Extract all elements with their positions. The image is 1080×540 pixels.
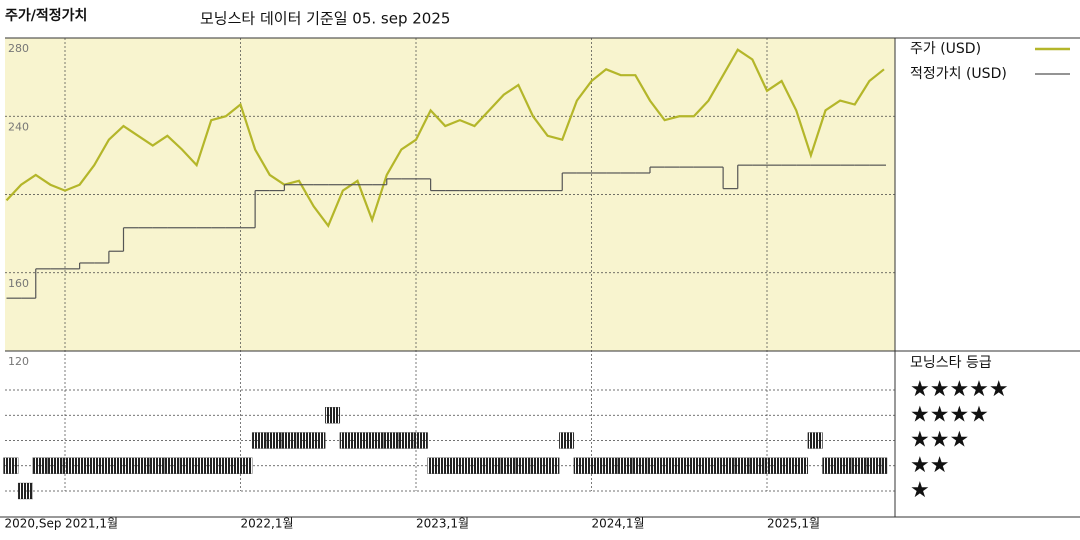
rating-bar	[456, 457, 472, 474]
x-tick-label: 2023,1월	[416, 517, 469, 531]
subtitle: 모닝스타 데이터 기준일 05. sep 2025	[200, 10, 450, 28]
legend-label: 적정가치 (USD)	[910, 66, 1007, 82]
rating-bar	[164, 457, 180, 474]
rating-bar	[602, 457, 618, 474]
rating-bar	[17, 482, 33, 500]
rating-bar	[778, 457, 794, 474]
rating-bar	[500, 457, 516, 474]
rating-bar	[880, 457, 888, 474]
rating-bar	[310, 432, 326, 449]
rating-bar	[222, 457, 238, 474]
y-tick-label: 160	[8, 277, 29, 290]
rating-bar	[32, 457, 48, 474]
rating-bar	[763, 457, 779, 474]
rating-bar	[573, 457, 589, 474]
rating-bar	[559, 432, 575, 449]
rating-bar	[339, 432, 355, 449]
rating-bar	[485, 457, 501, 474]
rating-bar	[134, 457, 150, 474]
rating-bar	[368, 432, 384, 449]
rating-bar	[529, 457, 545, 474]
star-label: ★★★★★	[910, 377, 1009, 402]
x-tick-label: 2025,1월	[767, 517, 820, 531]
price-line	[5, 48, 885, 229]
rating-bar	[354, 432, 370, 449]
rating-bar	[705, 457, 721, 474]
star-label: ★★★	[910, 428, 969, 453]
rating-bar	[588, 457, 604, 474]
y-tick-label: 240	[8, 120, 29, 133]
rating-bar	[632, 457, 648, 474]
rating-bar	[836, 457, 852, 474]
rating-bar	[646, 457, 662, 474]
rating-bar	[412, 432, 428, 449]
rating-bar	[515, 457, 531, 474]
rating-bar	[617, 457, 633, 474]
rating-title: 모닝스타 등급	[910, 355, 992, 371]
rating-bar	[208, 457, 224, 474]
rating-bar	[822, 457, 838, 474]
rating-bar	[676, 457, 692, 474]
rating-bar	[383, 432, 399, 449]
rating-bar	[398, 432, 414, 449]
x-tick-label: 2024,1월	[592, 517, 645, 531]
rating-bar	[866, 457, 882, 474]
x-tick-label: 2022,1월	[241, 517, 294, 531]
rating-bar	[266, 432, 282, 449]
rating-bar	[793, 457, 809, 474]
star-label: ★	[910, 478, 930, 503]
x-tick-label: 2020,Sep	[5, 517, 62, 531]
rating-bar	[325, 407, 341, 424]
rating-bar	[61, 457, 77, 474]
rating-bar	[851, 457, 867, 474]
rating-bar	[749, 457, 765, 474]
rating-bar	[178, 457, 194, 474]
rating-bar	[690, 457, 706, 474]
rating-bar	[719, 457, 735, 474]
star-label: ★★★★	[910, 402, 989, 427]
rating-bar	[442, 457, 458, 474]
rating-bar	[661, 457, 677, 474]
rating-bar	[47, 457, 63, 474]
rating-bar	[734, 457, 750, 474]
rating-bar	[3, 457, 19, 474]
rating-bar	[427, 457, 443, 474]
rating-bar	[91, 457, 107, 474]
rating-bar	[544, 457, 560, 474]
chart-title: 주가/적정가치	[5, 7, 87, 24]
rating-bar	[295, 432, 311, 449]
rating-bar	[281, 432, 297, 449]
rating-bar	[471, 457, 487, 474]
star-label: ★★	[910, 453, 949, 478]
legend-label: 주가 (USD)	[910, 41, 981, 57]
rating-bar	[76, 457, 92, 474]
y-tick-label: 120	[8, 355, 29, 368]
rating-bar	[237, 457, 253, 474]
rating-bar	[149, 457, 165, 474]
y-tick-label: 280	[8, 42, 29, 55]
rating-bar	[105, 457, 121, 474]
rating-bar	[807, 432, 823, 449]
x-tick-label: 2021,1월	[65, 517, 118, 531]
rating-bar	[120, 457, 136, 474]
rating-bar	[251, 432, 267, 449]
rating-bar	[193, 457, 209, 474]
